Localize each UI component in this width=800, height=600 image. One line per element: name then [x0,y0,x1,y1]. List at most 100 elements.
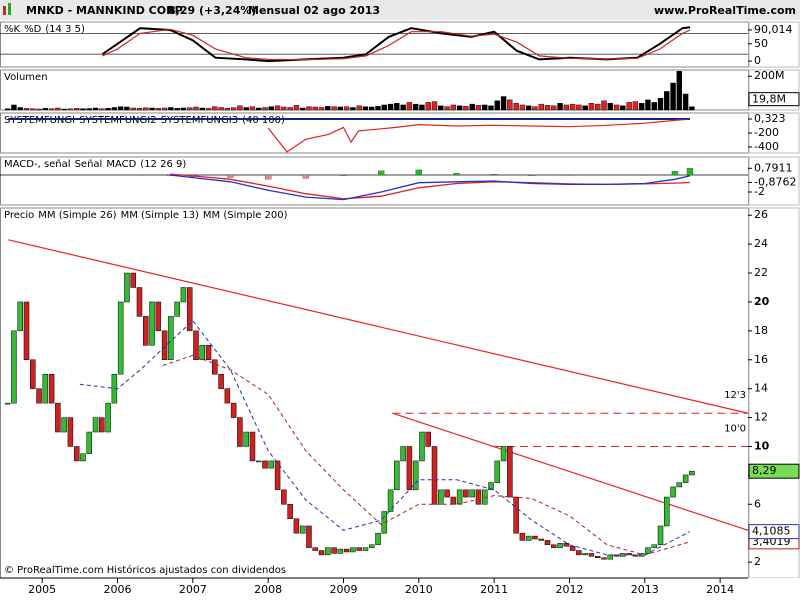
symbol: MNKD - MANNKIND CORP. [26,4,185,17]
candle-body [143,316,149,346]
logo [3,3,11,15]
volume-bar [682,93,689,111]
header-bar [0,0,800,20]
y-tick-label: 200M [754,69,785,82]
candle-body [136,287,143,317]
volume-bar [155,108,162,111]
candle-body [394,460,400,491]
volume-bar [343,106,350,111]
volume-bar [80,108,86,111]
volume-bar [620,105,626,111]
candle-body [582,553,588,556]
candle-body [180,287,187,303]
axis-area [748,156,800,206]
x-tick-label: 2013 [631,583,659,596]
candle-body [444,489,450,498]
candle-body [651,544,657,548]
candle-body [594,556,601,559]
volume-bar [180,107,187,111]
candle-body [431,446,438,505]
candle-body [318,550,325,556]
candle-body [312,547,318,551]
candle-body [287,504,293,519]
candle-body [425,431,431,447]
legend-label: MACD-, señal [4,159,71,170]
y-tick-label: 2 [754,555,761,568]
volume-bar [36,108,42,111]
candle-body [601,557,607,560]
volume-bar [293,105,300,111]
volume-bar [86,108,92,111]
candle-body [664,496,670,527]
series-line [102,28,691,61]
last-value-box [748,524,800,540]
candle-body [149,301,155,346]
volume-bar [218,107,224,111]
series-line [267,118,691,153]
candle-body [17,301,23,332]
candle-body [463,489,469,498]
candle-body [168,316,174,361]
volume-bar [369,106,375,111]
candle-body [193,330,199,361]
volume-bar [538,103,544,111]
volume-bar [463,106,469,111]
volume-bar [205,108,212,111]
y-tick-label: 14 [754,382,768,395]
candle-body [525,535,532,541]
candle-body [48,373,55,404]
x-tick-label: 2011 [480,583,508,596]
histogram-bar [227,174,234,178]
volume-bar [161,107,168,111]
volume-bar [525,105,532,111]
candle-body [507,446,513,498]
volume-bar [74,108,80,111]
axis-area [748,112,800,154]
candle-body [4,402,11,405]
candle-body [186,287,193,332]
volume-bar [456,105,463,111]
candle-body [368,544,375,548]
candle-body [105,402,111,433]
volume-bar [281,106,287,111]
candle-body [469,489,475,498]
volume-bar [55,107,61,111]
volume-bar [400,104,406,111]
volume-bar [450,104,457,111]
y-tick-label: -400 [754,140,779,153]
volume-bar [274,105,281,111]
histogram-bar [378,170,385,176]
volume-bar [268,106,275,111]
y-tick-label: 6 [754,497,761,510]
candle-body [419,431,425,462]
volume-bar [17,107,23,111]
volume-bar [425,102,431,111]
x-tick-label: 2014 [706,583,734,596]
x-axis-area [0,578,800,600]
candle-body [513,496,519,534]
volume-bar [394,103,400,111]
legend-label: SYSTEMFUNGI2 [79,115,156,126]
candle-body [205,345,212,361]
quote: 8,29 (+3,24%) [168,4,256,17]
volume-bar [48,108,55,111]
volume-bar [444,106,450,111]
legend-label: (40 100) [242,115,285,126]
legend-label: Señal [75,159,103,170]
volume-bar [230,107,237,111]
volume-bar [149,107,155,111]
volume-bar [92,107,99,111]
last-value-label: 8,29 [752,464,777,477]
candle-body [544,540,551,546]
x-tick-label: 2007 [179,583,207,596]
volume-bar [507,99,513,111]
level-label: 12'3 [724,390,746,401]
candle-body [161,330,168,361]
volume-bar [375,106,381,111]
legend-label: MM (Simple 200) [203,210,288,221]
volume-bar [475,105,482,111]
candle-body [237,417,243,447]
candle-body [607,554,614,560]
candle-body [255,460,262,463]
histogram-bar [340,174,347,177]
